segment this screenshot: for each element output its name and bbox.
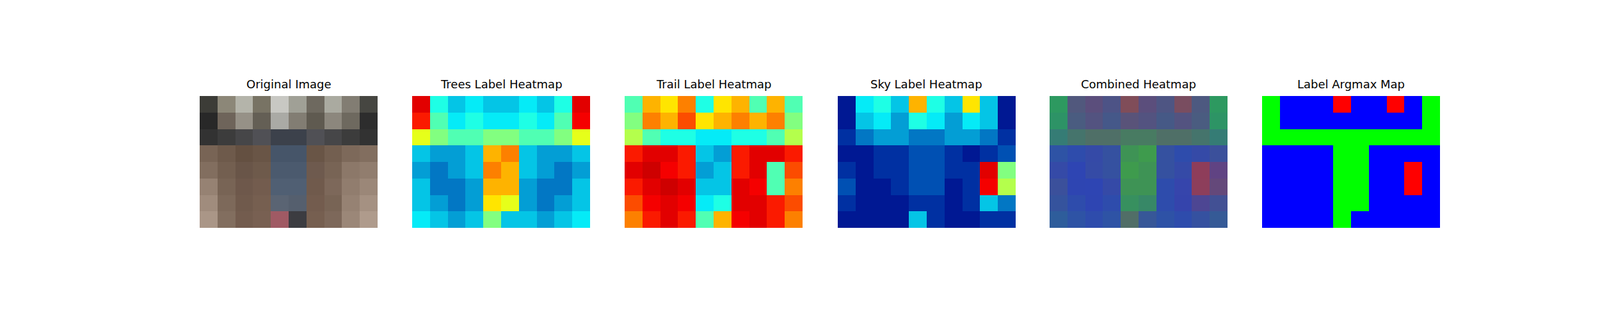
svg-text:Trees Label Heatmap: Trees Label Heatmap <box>440 77 563 91</box>
svg-text:Original Image: Original Image <box>246 77 332 91</box>
svg-text:Trail Label Heatmap: Trail Label Heatmap <box>656 77 772 91</box>
svg-text:Sky Label Heatmap: Sky Label Heatmap <box>870 77 983 91</box>
svg-text:Label Argmax Map: Label Argmax Map <box>1297 77 1405 91</box>
svg-text:Combined Heatmap: Combined Heatmap <box>1080 77 1197 91</box>
